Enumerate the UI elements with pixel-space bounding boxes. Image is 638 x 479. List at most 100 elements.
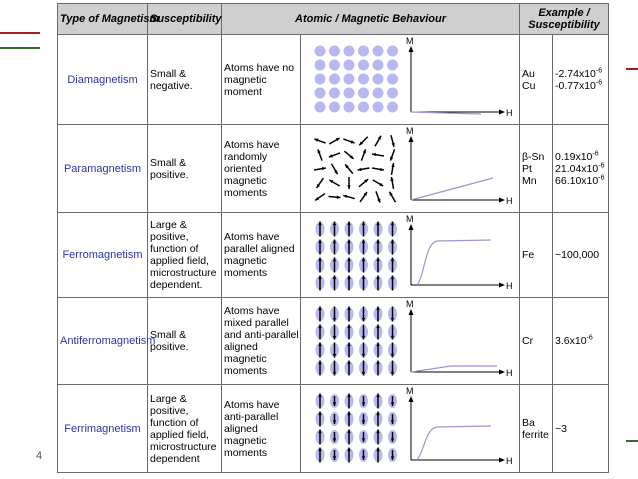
magnetic-moment-arrow [318, 239, 322, 255]
text-line: positive. [150, 168, 189, 181]
atom-circle [372, 101, 384, 113]
text-line: β-Sn [522, 150, 545, 163]
atom-circle [387, 73, 398, 85]
text-line: Atoms have [224, 305, 280, 317]
magnetic-moment-arrow [332, 324, 337, 340]
magnetic-moment-arrow [376, 360, 380, 376]
magnetic-moment-arrow [328, 152, 341, 158]
magnetic-moment-arrow [376, 342, 380, 358]
text-line: Large & [150, 219, 187, 231]
magnetic-moment-arrow [347, 239, 351, 255]
atom-circle [372, 73, 384, 85]
magnetic-moment-arrow [390, 450, 395, 460]
atom-lattice [315, 393, 397, 463]
value-exponent: -6 [598, 162, 605, 169]
text-line: magnetic [224, 353, 267, 365]
text-line: applied field, [150, 428, 209, 441]
atom-circle [343, 101, 355, 113]
text-line: randomly [224, 150, 268, 163]
m-axis-label: M [406, 126, 414, 136]
magnetic-moment-arrow [347, 360, 351, 376]
value-mantissa: 21.04x10 [555, 162, 599, 175]
magnetization-curve [410, 365, 497, 373]
text-line: aligned [224, 422, 258, 435]
magnetic-moment-arrow [376, 447, 380, 463]
magnetic-moment-arrow [328, 195, 341, 199]
magnetic-moment-arrow [332, 306, 337, 322]
magnetism-type: Ferrimagnetism [57, 384, 148, 473]
magnetic-moment-arrow [357, 167, 370, 172]
atom-circle [387, 87, 398, 99]
magnetic-moment-arrow [361, 360, 366, 376]
magnetic-moment-arrow [371, 167, 385, 172]
magnetic-moment-arrow [361, 239, 366, 255]
behaviour-cell: Atoms have no magnetic moment [221, 34, 301, 125]
magnetic-moment-arrow [361, 324, 366, 340]
magnetic-moment-arrow [318, 360, 322, 376]
example-material: Au Cu [519, 34, 554, 125]
value-line: -2.74x10-6 [555, 67, 606, 80]
text-line: Atoms have [224, 231, 280, 243]
text-line: positive, [150, 404, 189, 417]
behaviour-cell: Atoms have parallel aligned magnetic moment… [221, 212, 301, 298]
text-line: dependent [150, 452, 200, 465]
atom-circle [358, 73, 369, 85]
magnetic-moment-arrow [359, 191, 368, 203]
magnetization-graph: MH [406, 214, 513, 291]
magnetic-moment-arrow [318, 447, 322, 463]
m-axis-label: M [406, 299, 414, 309]
text-line: moments [224, 186, 268, 199]
magnetic-moment-arrow [375, 191, 381, 203]
illustration-svg: MH [315, 386, 513, 466]
magnetization-graph: MH [406, 36, 513, 118]
table-row: Diamagnetism Small & negative. Atoms have n… [57, 34, 610, 125]
magnetic-moment-arrow [347, 257, 351, 273]
magnetic-moment-arrow [361, 221, 366, 237]
magnetic-moment-arrow [376, 324, 380, 340]
page-number: 4 [36, 450, 43, 462]
table-row: Ferrimagnetism Large & positive, function o… [57, 384, 610, 473]
value-line: 21.04x10-6 [555, 162, 606, 175]
slide-decoration-left-green [0, 47, 40, 49]
magnetic-moment-arrow [317, 149, 323, 161]
atom-circle [358, 101, 369, 113]
atom-circle [329, 73, 340, 85]
atom-circle [343, 59, 355, 71]
susceptibility-value: ~3 [552, 384, 610, 473]
magnetization-curve [410, 111, 482, 115]
text-line: Atoms have no [224, 61, 295, 74]
magnetic-moment-arrow [388, 191, 397, 203]
value-mantissa: ~100,000 [555, 249, 600, 261]
magnetic-moment-arrow [361, 450, 366, 460]
text-line: Small & [150, 156, 187, 169]
text-line: moments [224, 365, 268, 377]
susceptibility-value: -2.74x10-6 -0.77x10-6 [552, 34, 610, 125]
text-line: negative. [150, 79, 193, 92]
illustration-svg: MH [313, 126, 513, 206]
magnetic-moment-arrow [390, 324, 395, 340]
atom-circle [358, 59, 369, 71]
atom-lattice [315, 306, 397, 376]
magnetic-moment-arrow [390, 176, 395, 190]
value-mantissa: -2.74x10 [555, 67, 596, 80]
magnetic-moment-arrow [332, 275, 337, 291]
magnetic-moment-arrow [361, 275, 366, 291]
magnetic-moment-arrow [371, 152, 385, 157]
table-body: Diamagnetism Small & negative. Atoms have n… [57, 34, 610, 473]
value-line: ~100,000 [555, 249, 606, 261]
text-line: magnetic [224, 73, 267, 86]
magnetic-moment-arrow [390, 135, 395, 147]
atom-circle [314, 59, 326, 71]
example-material: Fe [519, 212, 554, 298]
text-line: Cu [522, 79, 536, 92]
magnetic-moment-arrow [318, 221, 322, 237]
value-line: 3.6x10-6 [555, 335, 606, 348]
text-line: anti-parallel [224, 410, 279, 423]
illustration-svg: MH [315, 299, 513, 378]
magnetic-moment-arrow [376, 393, 380, 409]
magnetic-moment-arrow [376, 239, 380, 255]
value-exponent: -6 [595, 79, 603, 86]
h-axis-label: H [506, 281, 513, 291]
atom-circle [372, 59, 384, 71]
